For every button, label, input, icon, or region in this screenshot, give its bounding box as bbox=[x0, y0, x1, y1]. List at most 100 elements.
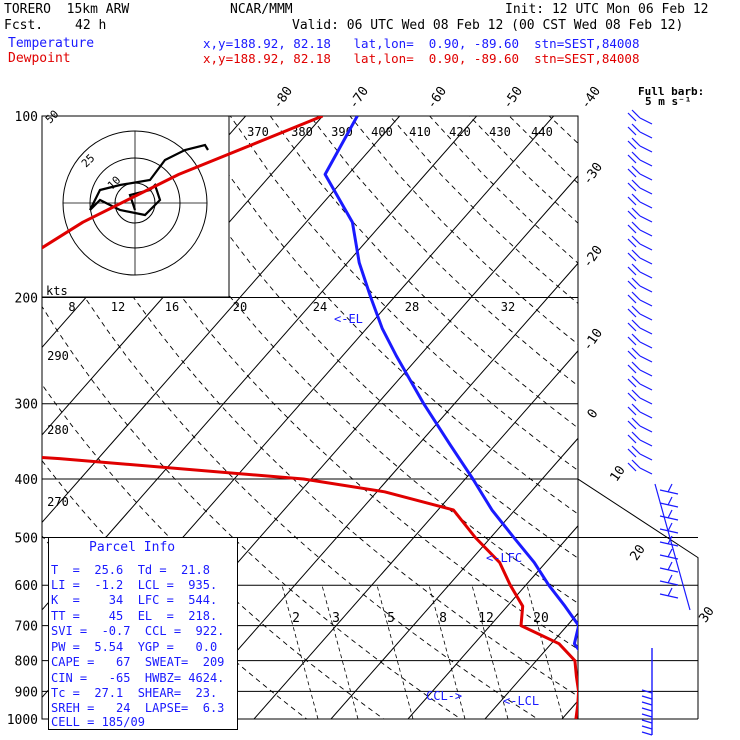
full-barb-value: 5 m s⁻¹ bbox=[645, 95, 691, 108]
dry-adiabat-line bbox=[309, 116, 578, 387]
theta-label: 410 bbox=[409, 125, 431, 139]
theta-label: 430 bbox=[489, 125, 511, 139]
sounding-annotation: <-EL bbox=[334, 312, 363, 326]
pressure-tick-label: 300 bbox=[15, 398, 38, 413]
wind-barb bbox=[631, 333, 641, 343]
mixing-ratio-label: 3 bbox=[332, 611, 340, 626]
dry-adiabat-line bbox=[589, 116, 740, 732]
wind-barb bbox=[659, 515, 679, 521]
wind-barb bbox=[627, 448, 637, 458]
isotherm-label: -50 bbox=[500, 84, 526, 112]
wind-barb bbox=[631, 431, 641, 441]
pressure-tick-label: 700 bbox=[15, 620, 38, 635]
wind-barb bbox=[631, 165, 641, 175]
wind-barb bbox=[667, 561, 673, 571]
wind-barb bbox=[627, 462, 637, 472]
dry-adiabat-line bbox=[190, 116, 578, 515]
wind-speed-label: 16 bbox=[165, 300, 179, 314]
dry-adiabat-line bbox=[469, 116, 578, 224]
mixing-ratio-label: 8 bbox=[439, 611, 447, 626]
wind-barb bbox=[639, 131, 653, 139]
wind-barb bbox=[641, 731, 653, 736]
hodograph-kts-label: kts bbox=[46, 284, 68, 298]
parcel-row: LI = -1.2 LCL = 935. bbox=[51, 578, 218, 592]
pressure-tick-label: 900 bbox=[15, 685, 38, 700]
parcel-row: CAPE = 67 SWEAT= 209 bbox=[51, 655, 225, 669]
isotherm-label: 30 bbox=[696, 604, 717, 625]
parcel-row: SREH = 24 LAPSE= 6.3 bbox=[51, 701, 225, 715]
wind-barb bbox=[659, 528, 679, 534]
wind-speed-label: 12 bbox=[111, 300, 125, 314]
theta-e-label: 290 bbox=[47, 349, 69, 363]
temperature-legend: Temperature bbox=[8, 36, 95, 51]
wind-barb bbox=[639, 117, 653, 125]
wind-barb bbox=[667, 496, 673, 506]
wind-barb bbox=[627, 392, 637, 402]
wind-barb bbox=[641, 707, 653, 712]
mixing-ratio-label: 20 bbox=[533, 611, 549, 626]
wind-barb bbox=[627, 280, 637, 290]
wind-barb bbox=[641, 713, 653, 718]
parcel-row: K = 34 LFC = 544. bbox=[51, 593, 218, 607]
wind-barb bbox=[639, 327, 653, 335]
dry-adiabat-line bbox=[110, 116, 578, 604]
dry-adiabat-line bbox=[42, 383, 385, 719]
forecast-hours: 42 h bbox=[75, 18, 107, 33]
wind-barb bbox=[631, 109, 641, 119]
mixing-ratio-label: 12 bbox=[478, 611, 494, 626]
wind-barb bbox=[639, 173, 653, 181]
wind-barb bbox=[631, 319, 641, 329]
wind-barb bbox=[667, 548, 673, 558]
wind-barb bbox=[627, 210, 637, 220]
pressure-tick-label: 500 bbox=[15, 531, 38, 546]
isotherm-label: -60 bbox=[424, 84, 450, 112]
series-line-temperature bbox=[323, 116, 578, 652]
wind-barb bbox=[631, 193, 641, 203]
wind-barb bbox=[641, 689, 653, 694]
dry-adiabat-line bbox=[669, 116, 740, 732]
wind-barb bbox=[641, 701, 653, 706]
wind-barb bbox=[627, 294, 637, 304]
wind-barb bbox=[639, 383, 653, 391]
theta-label: 420 bbox=[449, 125, 471, 139]
wind-barb bbox=[627, 420, 637, 430]
wind-barb bbox=[627, 196, 637, 206]
wind-speed-label: 28 bbox=[405, 300, 419, 314]
isotherm-label: -80 bbox=[270, 84, 296, 112]
pressure-tick-label: 200 bbox=[15, 292, 38, 307]
wind-barb bbox=[631, 207, 641, 217]
wind-speed-label: 20 bbox=[233, 300, 247, 314]
theta-label: 370 bbox=[247, 125, 269, 139]
wind-barb bbox=[639, 467, 653, 475]
isotherm-line bbox=[484, 612, 578, 719]
wind-barb bbox=[627, 434, 637, 444]
mixing-ratio-line bbox=[471, 585, 509, 719]
sounding-annotation: <-LFC bbox=[486, 551, 522, 565]
mixing-ratio-label: 2 bbox=[292, 611, 300, 626]
isotherm-line bbox=[253, 350, 578, 719]
parcel-row: PW = 5.54 YGP = 0.0 bbox=[51, 640, 218, 654]
dry-adiabat-line bbox=[709, 116, 740, 732]
wind-barb bbox=[659, 554, 679, 560]
isotherm-label: 0 bbox=[585, 406, 602, 421]
parcel-row: SVI = -0.7 CCL = 922. bbox=[51, 624, 225, 638]
wind-barb bbox=[627, 266, 637, 276]
wind-barb bbox=[667, 522, 673, 532]
wind-barb bbox=[631, 235, 641, 245]
wind-barb bbox=[639, 411, 653, 419]
temperature-location: x,y=188.92, 82.18 lat,lon= 0.90, -89.60 … bbox=[203, 36, 640, 51]
theta-e-label: 270 bbox=[47, 495, 69, 509]
dry-adiabat-line bbox=[508, 116, 578, 184]
isotherm-label: -20 bbox=[580, 243, 606, 271]
wind-speed-label: 8 bbox=[68, 300, 75, 314]
wind-barb bbox=[639, 299, 653, 307]
wind-barb bbox=[639, 369, 653, 377]
wind-barb bbox=[627, 406, 637, 416]
wind-barb bbox=[639, 159, 653, 167]
wind-barb bbox=[627, 322, 637, 332]
wind-barb bbox=[627, 112, 637, 122]
pressure-tick-label: 600 bbox=[15, 579, 38, 594]
wind-speed-label: 32 bbox=[501, 300, 515, 314]
isotherm-line bbox=[407, 525, 578, 719]
parcel-row: CELL = 185/09 bbox=[51, 715, 145, 729]
